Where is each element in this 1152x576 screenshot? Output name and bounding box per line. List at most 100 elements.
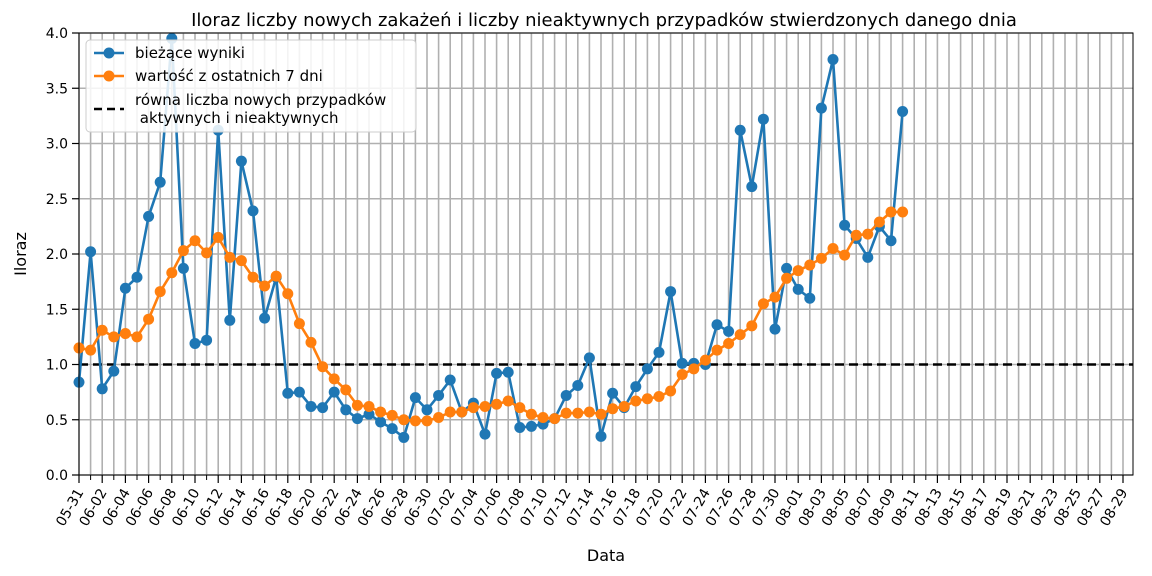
data-point-current — [839, 219, 851, 231]
y-tick-label: 3.0 — [46, 137, 68, 153]
data-point-current — [479, 428, 491, 440]
data-point-avg7 — [873, 216, 885, 228]
legend-label-current: bieżące wyniki — [135, 44, 245, 62]
data-point-avg7 — [212, 231, 224, 243]
data-point-current — [653, 346, 665, 358]
data-point-current — [711, 319, 723, 331]
data-point-avg7 — [653, 391, 665, 403]
data-point-avg7 — [282, 288, 294, 300]
data-point-current — [572, 379, 584, 391]
legend: bieżące wyniki wartość z ostatnich 7 dni… — [85, 39, 417, 133]
y-tick-label: 0.5 — [46, 413, 68, 429]
data-point-avg7 — [154, 286, 166, 298]
data-point-avg7 — [293, 318, 305, 330]
data-point-avg7 — [897, 206, 909, 218]
data-point-avg7 — [723, 338, 735, 350]
y-tick-label: 2.5 — [46, 192, 68, 208]
data-point-current — [897, 105, 909, 117]
data-point-avg7 — [746, 320, 758, 332]
data-point-avg7 — [781, 272, 793, 284]
y-axis-label: Iloraz — [11, 232, 30, 276]
data-point-avg7 — [108, 331, 120, 343]
data-point-avg7 — [166, 267, 178, 279]
data-point-current — [595, 430, 607, 442]
data-point-avg7 — [560, 407, 572, 419]
data-point-current — [676, 357, 688, 369]
data-point-current — [96, 383, 108, 395]
data-point-current — [514, 421, 526, 433]
data-point-current — [340, 404, 352, 416]
data-point-current — [282, 387, 294, 399]
data-point-current — [398, 431, 410, 443]
legend-label-reference-line: aktywnych i nieaktywnych — [135, 109, 338, 127]
data-point-avg7 — [862, 228, 874, 240]
data-point-current — [224, 314, 236, 326]
series-layer — [73, 33, 909, 443]
data-point-current — [862, 251, 874, 263]
data-point-current — [827, 54, 839, 66]
data-point-current — [201, 334, 213, 346]
legend-marker-current — [103, 47, 115, 59]
data-point-current — [409, 392, 421, 404]
data-point-current — [189, 338, 201, 350]
y-tick-label: 3.5 — [46, 81, 68, 97]
data-point-current — [560, 389, 572, 401]
data-point-current — [769, 323, 781, 335]
x-axis: 05-3106-0206-0406-0606-0806-1006-1206-14… — [53, 475, 1131, 529]
data-point-avg7 — [270, 270, 282, 282]
data-point-current — [119, 282, 131, 294]
legend-label-avg7: wartość z ostatnich 7 dni — [135, 67, 323, 85]
data-point-current — [386, 423, 398, 435]
data-point-avg7 — [386, 409, 398, 421]
data-point-current — [444, 374, 456, 386]
y-tick-label: 2.0 — [46, 247, 68, 263]
data-point-avg7 — [305, 336, 317, 348]
data-point-avg7 — [189, 235, 201, 247]
data-point-current — [305, 400, 317, 412]
data-point-current — [433, 389, 445, 401]
data-point-current — [525, 420, 537, 432]
data-point-avg7 — [583, 406, 595, 418]
data-point-avg7 — [491, 398, 503, 410]
data-point-avg7 — [711, 344, 723, 356]
data-point-avg7 — [456, 406, 468, 418]
data-point-avg7 — [398, 414, 410, 426]
data-point-avg7 — [85, 344, 97, 356]
data-point-avg7 — [757, 298, 769, 310]
data-point-current — [607, 387, 619, 399]
data-point-current — [885, 235, 897, 247]
data-point-current — [781, 262, 793, 274]
data-point-avg7 — [363, 400, 375, 412]
data-point-avg7 — [119, 328, 131, 340]
data-point-current — [108, 365, 120, 377]
data-point-avg7 — [850, 229, 862, 241]
data-point-avg7 — [340, 384, 352, 396]
data-point-avg7 — [618, 400, 630, 412]
data-point-avg7 — [235, 255, 247, 267]
data-point-avg7 — [328, 373, 340, 385]
data-point-current — [665, 286, 677, 298]
data-point-current — [259, 312, 271, 324]
data-point-avg7 — [131, 331, 143, 343]
data-point-current — [131, 271, 143, 283]
legend-label-reference: równa liczba nowych przypadków aktywnych… — [135, 91, 386, 127]
data-point-avg7 — [769, 291, 781, 303]
y-tick-label: 1.0 — [46, 358, 68, 374]
data-point-current — [491, 367, 503, 379]
data-point-avg7 — [351, 399, 363, 411]
data-point-current — [583, 352, 595, 364]
data-point-avg7 — [839, 249, 851, 261]
legend-label-reference-line: równa liczba nowych przypadków — [135, 91, 386, 109]
data-point-current — [815, 102, 827, 114]
data-point-current — [641, 363, 653, 375]
data-point-current — [317, 402, 329, 414]
data-point-avg7 — [201, 247, 213, 259]
data-point-avg7 — [259, 280, 271, 292]
data-point-current — [734, 124, 746, 136]
data-point-avg7 — [525, 408, 537, 420]
data-point-current — [792, 283, 804, 295]
data-point-avg7 — [479, 400, 491, 412]
data-point-avg7 — [688, 363, 700, 375]
data-point-current — [143, 210, 155, 222]
